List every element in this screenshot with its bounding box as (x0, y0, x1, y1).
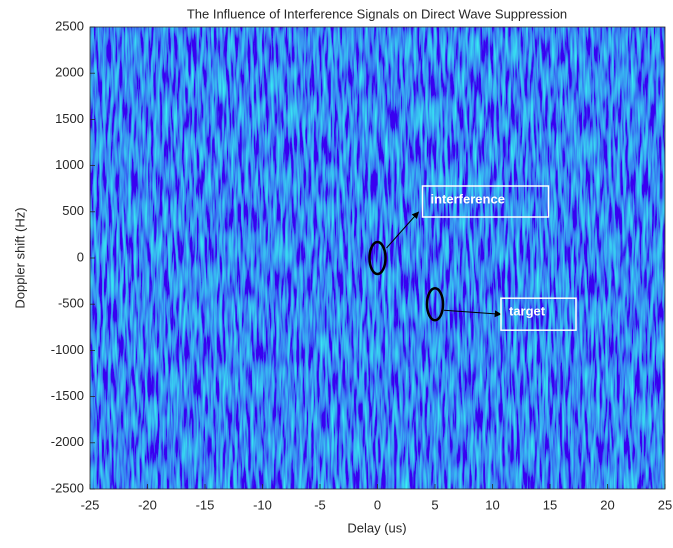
annotation-ellipse (368, 240, 387, 276)
y-tick-label: 500 (62, 203, 84, 218)
y-tick-label: -1000 (51, 342, 84, 357)
x-tick-label: -5 (314, 497, 326, 512)
x-tick-label: 10 (485, 497, 499, 512)
annotation-arrow (443, 309, 502, 318)
x-tick-label: -20 (138, 497, 157, 512)
x-tick-label: 0 (374, 497, 381, 512)
y-tick-label: -1500 (51, 388, 84, 403)
x-tick-label: -25 (81, 497, 100, 512)
x-tick-label: -10 (253, 497, 272, 512)
x-axis-label: Delay (us) (347, 520, 406, 535)
y-tick-label: -2500 (51, 480, 84, 495)
y-tick-label: 0 (77, 249, 84, 264)
x-tick-label: -15 (196, 497, 215, 512)
annotation-arrow (386, 211, 419, 249)
annotation-ellipse (425, 286, 445, 322)
annotation-box (500, 297, 577, 331)
y-tick-label: -500 (58, 296, 84, 311)
annotation-text: interference (431, 191, 505, 206)
x-tick-label: 5 (431, 497, 438, 512)
y-tick-label: -2000 (51, 434, 84, 449)
y-axis-label: Doppler shift (Hz) (12, 207, 27, 308)
x-tick-label: 20 (600, 497, 614, 512)
y-tick-label: 2500 (55, 18, 84, 33)
annotation-text: target (509, 304, 546, 319)
y-tick-label: 1500 (55, 111, 84, 126)
heatmap-texture (90, 27, 665, 489)
annotation-box (421, 185, 550, 218)
y-tick-label: 2000 (55, 65, 84, 80)
x-tick-label: 25 (658, 497, 672, 512)
chart-title: The Influence of Interference Signals on… (187, 6, 567, 21)
y-tick-label: 1000 (55, 157, 84, 172)
x-tick-label: 15 (543, 497, 557, 512)
